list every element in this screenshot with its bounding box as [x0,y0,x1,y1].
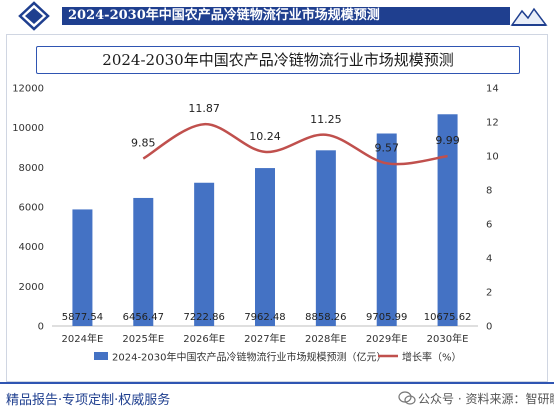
bar [194,182,215,326]
mountain-logo-icon [510,7,548,26]
y-left-tick-label: 10000 [12,123,44,134]
bar-data-label: 5877.54 [62,312,103,323]
bar [133,197,154,326]
bar [255,168,275,326]
growth-rate-line [142,122,448,166]
y-right-tick-label: 14 [486,84,499,95]
chart-title: 2024-2030年中国农产品冷链物流行业市场规模预测 [36,46,520,74]
line-data-label: 9.85 [131,137,156,150]
y-left-tick-label: 8000 [19,163,44,174]
legend-bar-swatch [94,352,108,360]
bar-data-label: 7222.86 [183,312,224,323]
bar-data-label: 10675.62 [424,312,472,323]
x-tick-label: 2029年E [366,332,408,345]
bar [72,209,93,326]
y-right-tick-label: 8 [486,186,492,197]
report-footer: 精品报告·专项定制·权威服务 公众号 · 资料来源：智研瞻 [0,382,554,413]
x-tick-label: 2028年E [305,332,347,345]
y-right-tick-label: 12 [486,118,499,129]
x-tick-label: 2030年E [427,332,469,345]
y-right-tick-label: 6 [486,220,492,231]
footer-divider [0,382,554,384]
line-data-label: 11.25 [310,113,342,126]
y-left-tick-label: 2000 [19,282,44,293]
y-left-tick-label: 0 [38,322,44,333]
y-right-tick-label: 10 [486,152,499,163]
line-data-label: 11.87 [188,102,220,115]
y-left-tick-label: 12000 [12,84,44,95]
line-data-label: 10.24 [249,130,281,143]
report-header: 2024-2030年中国农产品冷链物流行业市场规模预测 [0,0,554,32]
legend-bar-label: 2024-2030年中国农产品冷链物流行业市场规模预测（亿元） [112,351,387,364]
y-left-tick-label: 4000 [19,242,44,253]
diamond-logo-icon [18,1,50,31]
y-right-tick-label: 2 [486,288,492,299]
page-title: 2024-2030年中国农产品冷链物流行业市场规模预测 [68,8,380,23]
bar-data-label: 9705.99 [366,312,407,323]
y-left-tick-label: 6000 [19,203,44,214]
market-size-chart: 0 2000 4000 6000 8000 10000 12000 0 2 4 6 8 10 12 14 20… [12,84,499,364]
line-data-label: 9.99 [435,134,460,147]
bar [376,133,397,326]
footer-tagline: 精品报告·专项定制·权威服务 [6,393,171,408]
bar [437,114,458,326]
x-tick-label: 2025年E [122,332,164,345]
chart-panel [6,34,548,382]
x-tick-label: 2026年E [183,332,225,345]
y-right-tick-label: 0 [486,322,492,333]
line-data-label: 9.57 [374,141,399,154]
y-right-tick-label: 4 [486,254,492,265]
legend-line-label: 增长率（%） [402,351,462,364]
x-tick-label: 2027年E [244,332,286,345]
bar-data-label: 6456.47 [123,312,164,323]
bar [315,150,336,326]
source-note: 公众号 · 资料来源：智研瞻 [418,392,554,406]
bar-data-label: 8858.26 [305,312,346,323]
wechat-icon [398,391,416,405]
bar-data-label: 7962.48 [244,312,285,323]
header-bar [62,7,510,25]
x-tick-label: 2024年E [62,332,104,345]
